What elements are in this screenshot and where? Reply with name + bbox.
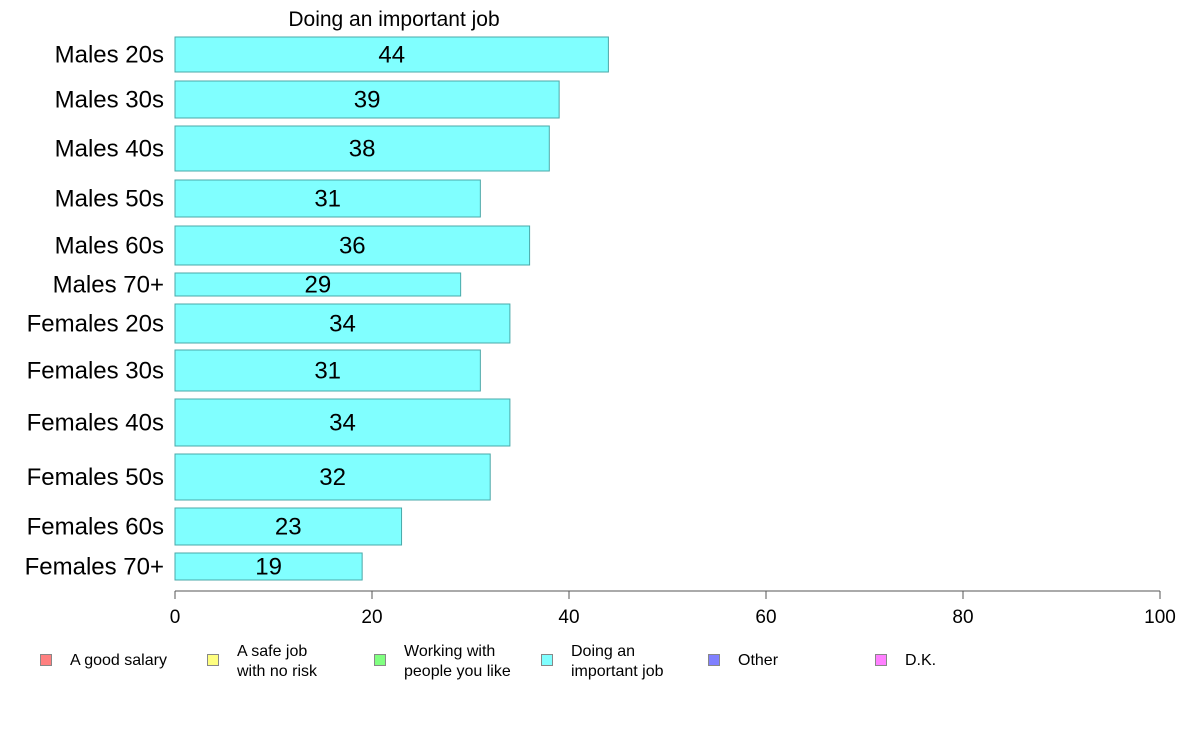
category-label: Males 50s (55, 186, 164, 213)
legend-item-other: Other (708, 642, 778, 671)
data-label: 38 (349, 136, 376, 163)
x-tick-label: 20 (361, 607, 382, 628)
bar (174, 36, 609, 73)
legend-swatch (708, 654, 720, 666)
x-tick-label: 0 (170, 607, 181, 628)
legend-item-dk: D.K. (875, 642, 936, 671)
bar (174, 303, 511, 344)
bar (174, 125, 550, 172)
legend-item-safe-job: A safe job with no risk (207, 642, 317, 682)
x-tick-label: 60 (755, 607, 776, 628)
legend-item-important-job: Doing an important job (541, 642, 664, 682)
category-label: Females 70+ (25, 554, 164, 581)
data-label: 23 (275, 514, 302, 541)
bar (174, 179, 481, 218)
chart-title: Doing an important job (288, 8, 499, 31)
category-label: Males 60s (55, 233, 164, 260)
legend-label: A good salary (70, 652, 167, 669)
bar (174, 398, 511, 447)
data-label: 44 (378, 42, 405, 69)
category-label: Females 30s (27, 358, 164, 385)
category-label: Females 20s (27, 311, 164, 338)
category-label: Males 40s (55, 136, 164, 163)
x-axis: 0 20 40 60 80 100 (170, 590, 1176, 628)
category-label: Females 50s (27, 464, 164, 491)
legend-label: Working with people you like (404, 643, 511, 680)
data-label: 19 (255, 554, 282, 581)
legend-swatch (875, 654, 887, 666)
category-label: Males 30s (55, 87, 164, 114)
legend-item-good-salary: A good salary (40, 642, 167, 671)
legend-swatch (374, 654, 386, 666)
x-tick-label: 80 (952, 607, 973, 628)
category-label: Males 20s (55, 42, 164, 69)
data-label: 31 (314, 186, 341, 213)
bar (174, 453, 491, 501)
legend-swatch (207, 654, 219, 666)
legend-label: A safe job with no risk (237, 643, 318, 680)
data-label: 32 (319, 464, 346, 491)
bar (174, 225, 531, 266)
data-label: 29 (304, 272, 331, 299)
bar (174, 507, 403, 546)
data-label: 34 (329, 410, 356, 437)
legend-label: Doing an important job (571, 643, 664, 680)
legend-swatch (40, 654, 52, 666)
bar (174, 349, 481, 392)
legend-label: D.K. (905, 652, 937, 669)
legend-label: Other (738, 652, 779, 669)
bar (174, 80, 560, 119)
bar-chart: Doing an important job Males 20s 44Males … (25, 8, 1176, 628)
category-label: Males 70+ (53, 272, 164, 299)
data-label: 34 (329, 311, 356, 338)
legend-item-working-with-people: Working with people you like (374, 642, 511, 682)
legend: A good salary A safe job with no risk Wo… (0, 642, 1188, 692)
data-label: 36 (339, 233, 366, 260)
bar (174, 272, 462, 297)
data-label: 31 (314, 358, 341, 385)
legend-swatch (541, 654, 553, 666)
data-label: 39 (354, 87, 381, 114)
category-label: Females 40s (27, 410, 164, 437)
bar (174, 552, 363, 581)
bars: Males 20s 44 Males 30s 39 Males 40s 38 Males 5… (25, 36, 609, 581)
x-tick-label: 100 (1144, 607, 1176, 628)
x-tick-label: 40 (558, 607, 579, 628)
category-label: Females 60s (27, 514, 164, 541)
